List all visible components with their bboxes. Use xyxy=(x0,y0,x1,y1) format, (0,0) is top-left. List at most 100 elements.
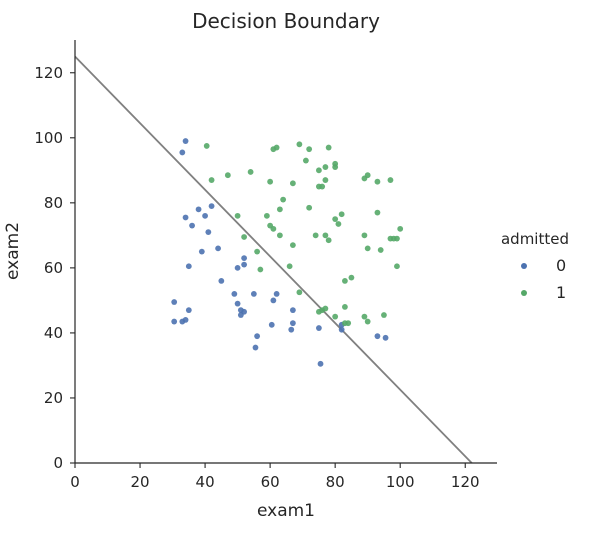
data-point xyxy=(335,221,342,227)
data-point xyxy=(387,177,394,183)
data-point xyxy=(342,277,348,284)
chart-title: Decision Boundary xyxy=(192,9,380,33)
data-point xyxy=(182,317,189,323)
data-point xyxy=(317,360,324,367)
data-point xyxy=(332,216,339,223)
decision-boundary-line xyxy=(74,55,473,464)
y-tick-label: 60 xyxy=(44,259,63,277)
data-point xyxy=(231,290,238,297)
x-tick-label: 120 xyxy=(451,473,480,491)
data-point xyxy=(250,290,257,297)
data-point xyxy=(254,248,261,255)
data-point xyxy=(182,138,189,144)
x-tick-label: 0 xyxy=(70,473,80,491)
data-point xyxy=(241,308,248,315)
data-point xyxy=(374,178,381,185)
y-tick-label: 80 xyxy=(44,194,63,212)
data-point xyxy=(325,144,332,151)
data-point xyxy=(345,320,352,327)
data-point xyxy=(254,333,261,340)
data-point xyxy=(276,206,283,213)
x-tick-label: 40 xyxy=(196,473,215,491)
x-tick-label: 20 xyxy=(130,473,149,491)
data-point xyxy=(205,229,212,236)
data-point xyxy=(288,326,295,333)
data-point xyxy=(289,180,296,187)
data-point xyxy=(394,235,400,242)
data-point xyxy=(306,146,313,153)
data-point xyxy=(316,167,322,174)
data-point xyxy=(280,196,287,203)
y-tick-label: 120 xyxy=(34,64,63,82)
data-point xyxy=(361,313,368,320)
data-point xyxy=(361,232,368,239)
data-point xyxy=(296,141,303,148)
data-point xyxy=(319,183,326,190)
data-point xyxy=(364,318,371,325)
data-point xyxy=(171,318,178,325)
x-tick-label: 80 xyxy=(326,473,345,491)
data-point xyxy=(322,164,329,170)
data-point xyxy=(374,333,381,340)
data-point xyxy=(289,307,296,314)
data-point xyxy=(185,307,192,314)
data-point xyxy=(234,264,241,271)
data-point xyxy=(218,277,225,284)
data-point xyxy=(332,313,339,320)
data-point xyxy=(241,234,248,240)
data-point xyxy=(215,245,221,252)
data-point xyxy=(296,289,303,296)
data-point xyxy=(276,232,283,239)
data-point xyxy=(252,344,259,351)
data-point xyxy=(302,157,309,164)
data-point xyxy=(374,209,381,216)
data-point xyxy=(312,232,319,239)
data-point xyxy=(234,300,241,307)
y-tick-label: 0 xyxy=(53,454,63,472)
data-point xyxy=(268,321,275,328)
data-point xyxy=(198,248,205,255)
legend-label-0: 0 xyxy=(556,256,566,275)
plot-area xyxy=(74,55,473,464)
x-tick-label: 60 xyxy=(261,473,280,491)
y-axis-label: exam2 xyxy=(3,222,23,280)
y-tick-label: 20 xyxy=(44,389,63,407)
legend-marker-1 xyxy=(521,290,527,296)
data-point xyxy=(332,164,339,170)
data-point xyxy=(202,212,208,219)
data-point xyxy=(273,290,280,297)
data-point xyxy=(316,325,322,331)
x-axis-label: exam1 xyxy=(257,501,315,521)
data-point xyxy=(270,297,277,304)
data-point xyxy=(338,211,345,218)
data-point xyxy=(234,212,241,219)
data-point xyxy=(179,149,186,156)
legend: admitted 0 1 xyxy=(501,230,569,302)
data-point xyxy=(273,144,280,151)
series-0 xyxy=(171,138,389,367)
legend-marker-0 xyxy=(521,263,527,269)
legend-label-1: 1 xyxy=(556,283,566,302)
y-tick-label: 40 xyxy=(44,324,63,342)
data-point xyxy=(270,225,277,232)
data-point xyxy=(325,237,332,244)
data-point xyxy=(257,266,264,273)
data-point xyxy=(289,320,296,327)
y-axis-ticks: 0 20 40 60 80 100 120 xyxy=(34,64,75,472)
data-point xyxy=(203,143,210,149)
series-1 xyxy=(203,141,404,327)
data-point xyxy=(247,169,254,175)
data-point xyxy=(322,305,329,312)
data-point xyxy=(377,247,384,253)
data-point xyxy=(342,304,348,310)
data-point xyxy=(382,334,389,341)
x-tick-label: 100 xyxy=(386,473,415,491)
data-point xyxy=(397,225,404,232)
data-point xyxy=(348,274,355,281)
data-point xyxy=(224,172,231,179)
data-point xyxy=(364,245,371,252)
data-point xyxy=(182,214,189,221)
y-tick-label: 100 xyxy=(34,129,63,147)
data-point xyxy=(208,203,215,209)
